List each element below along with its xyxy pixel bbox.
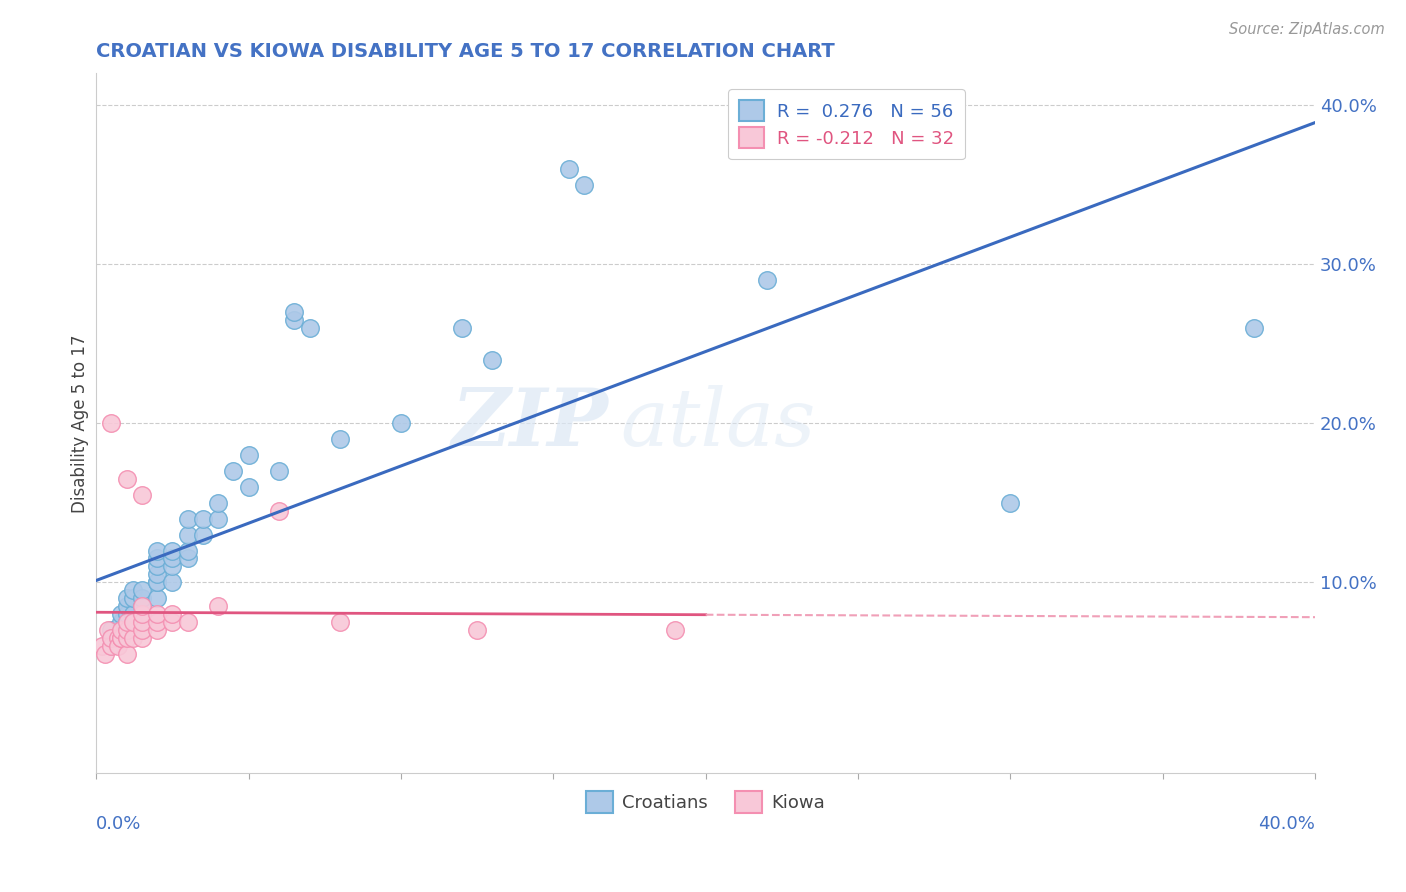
Point [131, 607, 153, 622]
Point [110, 623, 132, 637]
Point [115, 647, 138, 661]
Point [146, 551, 169, 566]
Text: Source: ZipAtlas.com: Source: ZipAtlas.com [1229, 22, 1385, 37]
Point [97, 623, 120, 637]
Point [572, 178, 595, 192]
Point [146, 623, 169, 637]
Point [389, 417, 412, 431]
Point [131, 591, 153, 606]
Point [298, 321, 321, 335]
Point [222, 464, 245, 478]
Point [115, 591, 138, 606]
Point [267, 464, 290, 478]
Point [146, 607, 169, 622]
Point [267, 504, 290, 518]
Point [91, 639, 114, 653]
Point [107, 631, 129, 645]
Text: ZIP: ZIP [451, 384, 609, 462]
Point [176, 551, 198, 566]
Text: 0.0%: 0.0% [96, 815, 142, 833]
Point [131, 488, 153, 502]
Point [146, 559, 169, 574]
Point [146, 575, 169, 590]
Point [131, 615, 153, 629]
Point [131, 583, 153, 598]
Point [176, 527, 198, 541]
Point [100, 639, 122, 653]
Y-axis label: Disability Age 5 to 17: Disability Age 5 to 17 [72, 334, 89, 513]
Point [176, 543, 198, 558]
Point [329, 615, 352, 629]
Point [110, 631, 132, 645]
Point [162, 559, 184, 574]
Point [115, 472, 138, 486]
Point [131, 615, 153, 629]
Point [115, 615, 138, 629]
Point [107, 639, 129, 653]
Point [191, 512, 214, 526]
Point [131, 599, 153, 614]
Point [115, 623, 138, 637]
Text: 40.0%: 40.0% [1258, 815, 1315, 833]
Point [115, 631, 138, 645]
Text: atlas: atlas [620, 384, 815, 462]
Point [146, 615, 169, 629]
Point [115, 623, 138, 637]
Point [238, 480, 260, 494]
Point [121, 615, 143, 629]
Point [465, 623, 488, 637]
Point [146, 591, 169, 606]
Point [207, 599, 229, 614]
Point [146, 543, 169, 558]
Point [110, 623, 132, 637]
Point [451, 321, 474, 335]
Point [162, 551, 184, 566]
Point [100, 623, 122, 637]
Point [100, 631, 122, 645]
Point [162, 607, 184, 622]
Point [110, 607, 132, 622]
Point [162, 575, 184, 590]
Point [121, 631, 143, 645]
Point [283, 305, 305, 319]
Point [115, 599, 138, 614]
Point [176, 512, 198, 526]
Point [100, 639, 122, 653]
Point [755, 273, 778, 287]
Point [110, 631, 132, 645]
Point [94, 647, 117, 661]
Point [121, 583, 143, 598]
Point [121, 607, 143, 622]
Point [121, 591, 143, 606]
Point [100, 631, 122, 645]
Point [110, 615, 132, 629]
Point [238, 448, 260, 462]
Point [131, 631, 153, 645]
Point [283, 313, 305, 327]
Text: CROATIAN VS KIOWA DISABILITY AGE 5 TO 17 CORRELATION CHART: CROATIAN VS KIOWA DISABILITY AGE 5 TO 17… [96, 42, 835, 61]
Point [481, 352, 503, 367]
Point [664, 623, 686, 637]
Point [329, 432, 352, 446]
Point [146, 567, 169, 582]
Point [100, 417, 122, 431]
Point [131, 623, 153, 637]
Point [115, 615, 138, 629]
Point [115, 607, 138, 622]
Point [131, 599, 153, 614]
Point [131, 607, 153, 622]
Legend: Croatians, Kiowa: Croatians, Kiowa [579, 784, 832, 820]
Point [131, 623, 153, 637]
Point [207, 496, 229, 510]
Point [176, 615, 198, 629]
Point [162, 615, 184, 629]
Point [1243, 321, 1265, 335]
Point [1000, 496, 1022, 510]
Point [207, 512, 229, 526]
Point [557, 161, 579, 176]
Point [146, 575, 169, 590]
Point [162, 543, 184, 558]
Point [191, 527, 214, 541]
Point [110, 631, 132, 645]
